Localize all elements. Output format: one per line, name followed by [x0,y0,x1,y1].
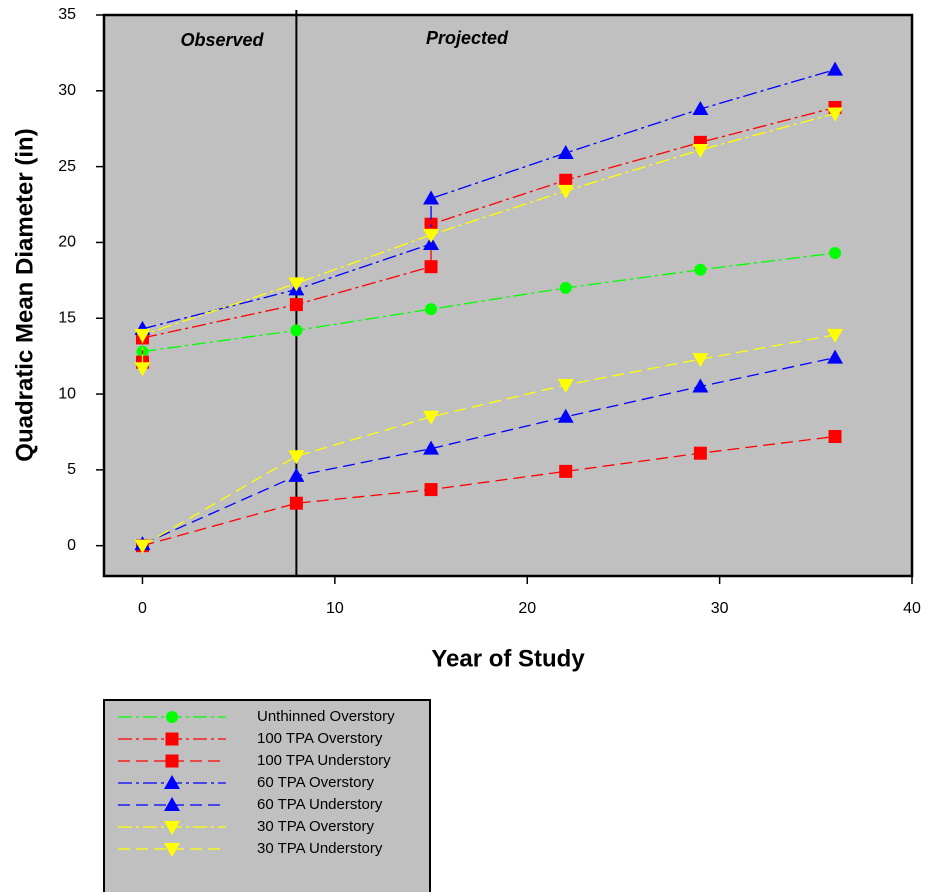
marker [288,467,305,482]
series-line [142,357,836,545]
marker [692,353,709,368]
marker [164,775,180,789]
legend-label: 100 TPA Understory [257,752,391,769]
marker [424,260,438,274]
y-tick-label: 25 [58,158,76,175]
marker [559,464,573,478]
series-line [142,334,836,547]
legend-label: 60 TPA Understory [257,796,383,813]
marker [828,430,842,444]
y-tick-label: 30 [58,82,76,99]
plot-area [104,15,912,576]
marker [692,378,709,393]
legend-label: 30 TPA Overstory [257,818,374,835]
marker [557,378,574,393]
marker [559,173,573,187]
series-line [141,106,836,363]
marker [559,281,572,294]
marker [290,324,303,337]
series-line [142,252,836,353]
marker [425,303,438,316]
legend-label: 60 TPA Overstory [257,774,374,791]
series-line [142,435,836,547]
marker [829,247,842,260]
x-tick-label: 0 [138,600,147,617]
marker [694,263,707,276]
marker [423,440,440,455]
x-tick-label: 30 [711,600,729,617]
marker [557,408,574,423]
marker [166,711,178,723]
y-tick-label: 20 [58,234,76,251]
marker [423,410,440,425]
y-tick-label: 10 [58,385,76,402]
marker [827,107,844,122]
marker [423,228,440,243]
marker [165,754,179,768]
marker [289,496,303,510]
marker [557,144,574,159]
marker [827,349,844,364]
marker [164,797,180,811]
marker [289,298,303,312]
x-tick-label: 20 [518,600,536,617]
marker [827,328,844,343]
marker [827,61,844,76]
marker [164,821,180,835]
marker [288,277,305,292]
x-axis-label: Year of Study [431,645,585,672]
marker [288,450,305,465]
marker [423,190,440,205]
marker [423,235,440,250]
y-axis-label: Quadratic Mean Diameter (in) [11,128,38,461]
marker [424,483,438,497]
annotation: Projected [426,28,509,48]
marker [164,843,180,857]
marker [557,184,574,199]
plot-border [102,13,914,578]
legend-label: 100 TPA Overstory [257,730,383,747]
marker [134,328,151,343]
x-tick-label: 10 [326,600,344,617]
marker [134,362,151,377]
marker [693,446,707,460]
x-tick-label: 40 [903,600,921,617]
y-tick-label: 5 [67,461,76,478]
y-tick-label: 0 [67,537,76,554]
legend-label: Unthinned Overstory [257,708,395,725]
annotation: Observed [180,30,264,50]
marker [165,732,179,746]
y-tick-label: 15 [58,309,76,326]
legend [103,699,431,892]
y-tick-label: 35 [58,6,76,23]
marker [692,101,709,116]
marker [134,539,151,554]
legend-label: 30 TPA Understory [257,840,383,857]
marker [692,143,709,158]
